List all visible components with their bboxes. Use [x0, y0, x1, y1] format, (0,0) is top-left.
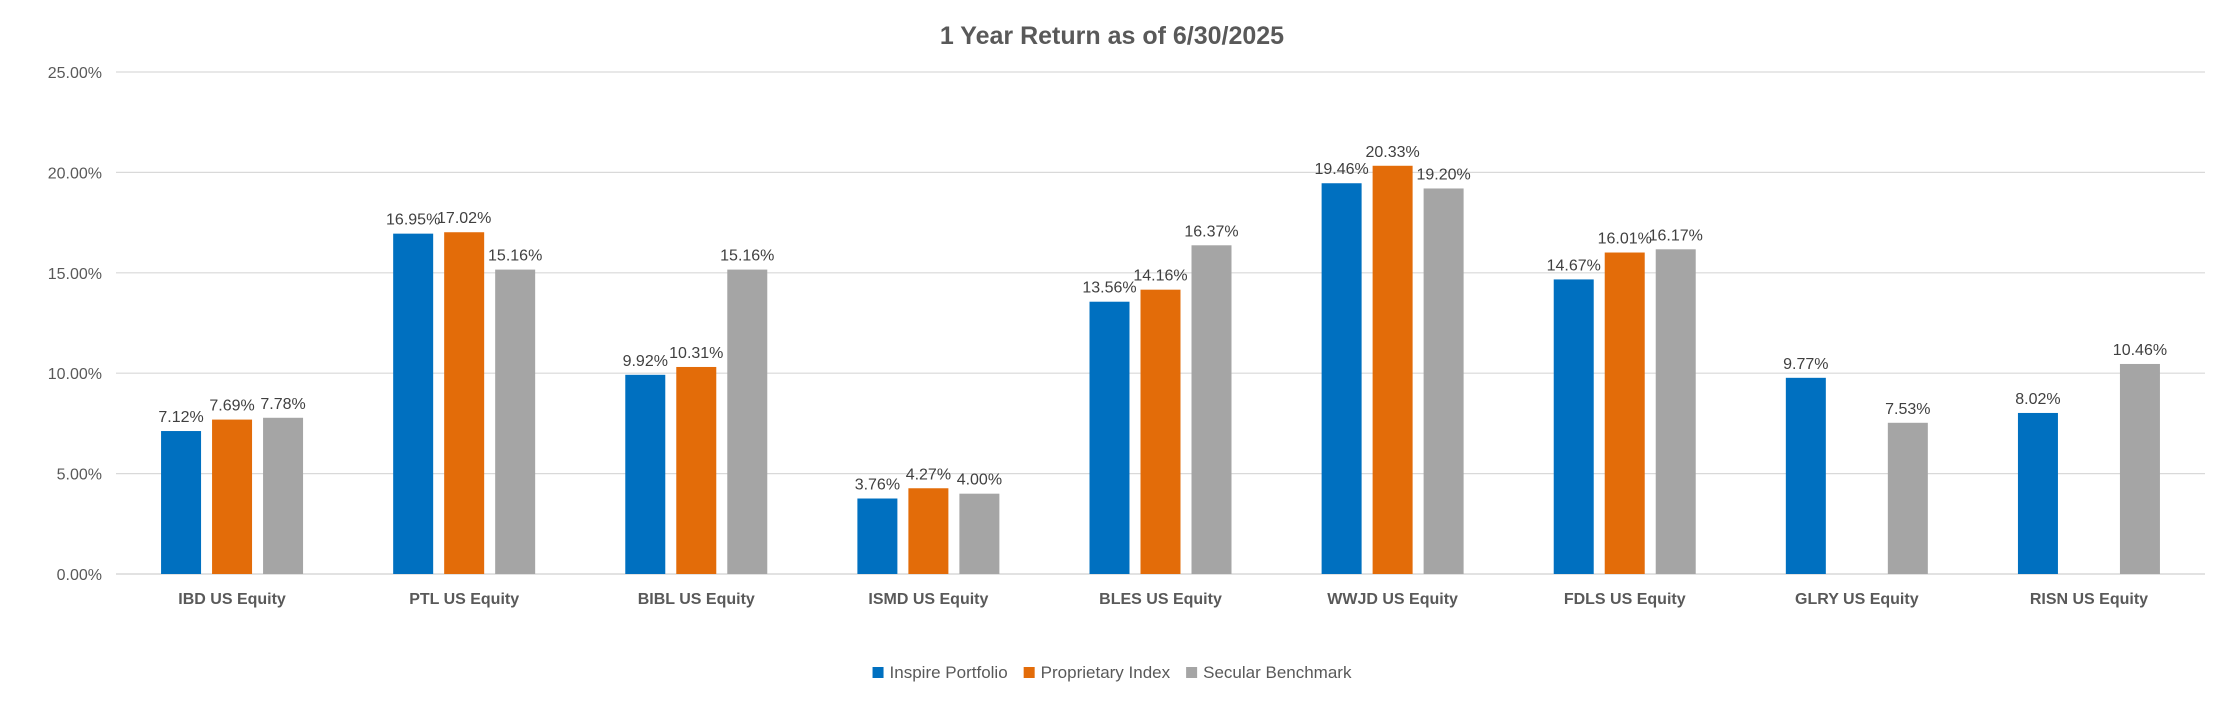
data-label: 7.78%	[260, 396, 305, 413]
bar	[1604, 252, 1645, 574]
x-category-label: PTL US Equity	[409, 591, 519, 608]
y-tick-label: 0.00%	[57, 567, 102, 584]
x-category-label: ISMD US Equity	[868, 591, 988, 608]
y-tick-label: 20.00%	[48, 165, 102, 182]
legend-swatch	[872, 667, 884, 678]
data-label: 19.46%	[1314, 161, 1368, 178]
bar	[495, 269, 536, 574]
data-label: 14.67%	[1547, 257, 1601, 274]
data-label: 20.33%	[1365, 144, 1419, 161]
bar	[676, 366, 717, 574]
bar	[1321, 183, 1362, 574]
data-label: 15.16%	[488, 248, 542, 265]
bar	[1785, 377, 1826, 574]
x-category-label: BIBL US Equity	[638, 591, 755, 608]
bar	[1887, 422, 1928, 574]
x-axis-categories: IBD US Equity PTL US Equity BIBL US Equity…	[178, 591, 2148, 608]
x-category-label: IBD US Equity	[178, 591, 286, 608]
bar	[2119, 363, 2160, 574]
legend-label: Proprietary Index	[1041, 663, 1171, 682]
data-label: 9.77%	[1783, 356, 1828, 373]
x-category-label: FDLS US Equity	[1564, 591, 1686, 608]
legend-item: Secular Benchmark	[1186, 663, 1352, 682]
bar	[1191, 245, 1232, 574]
data-label: 7.12%	[158, 409, 203, 426]
bar	[1655, 249, 1696, 574]
bar	[2017, 412, 2058, 574]
y-axis-ticks: 0.00% 5.00% 10.00% 15.00% 20.00% 25.00%	[48, 65, 102, 584]
data-label: 8.02%	[2015, 391, 2060, 408]
bar	[1423, 188, 1464, 575]
bar	[857, 498, 898, 574]
legend-swatch	[1186, 667, 1198, 678]
x-category-label: RISN US Equity	[2030, 591, 2148, 608]
legend-label: Secular Benchmark	[1203, 663, 1352, 682]
data-label: 7.69%	[209, 398, 254, 415]
bar	[1089, 301, 1130, 574]
data-label: 16.37%	[1184, 223, 1238, 240]
data-label: 17.02%	[437, 210, 491, 227]
legend-label: Inspire Portfolio	[890, 663, 1008, 682]
data-label: 15.16%	[720, 248, 774, 265]
data-label: 16.95%	[386, 212, 440, 229]
bar	[212, 419, 253, 574]
x-category-label: BLES US Equity	[1099, 591, 1222, 608]
bar	[959, 493, 1000, 574]
data-label: 7.53%	[1885, 401, 1930, 418]
bar	[1140, 289, 1181, 574]
data-label: 13.56%	[1082, 280, 1136, 297]
data-label: 9.92%	[623, 353, 668, 370]
x-category-label: WWJD US Equity	[1327, 591, 1458, 608]
data-label: 16.17%	[1649, 227, 1703, 244]
legend-swatch	[1023, 667, 1035, 678]
chart-title: 1 Year Return as of 6/30/2025	[940, 22, 1284, 50]
legend-item: Inspire Portfolio	[872, 663, 1008, 682]
data-label: 16.01%	[1598, 231, 1652, 248]
data-label: 3.76%	[855, 476, 900, 493]
bar	[1372, 165, 1413, 574]
x-category-label: GLRY US Equity	[1795, 591, 1919, 608]
bar	[625, 374, 666, 574]
data-label: 10.46%	[2113, 342, 2167, 359]
bar	[161, 431, 202, 574]
y-tick-label: 5.00%	[57, 467, 102, 484]
data-label: 4.27%	[906, 466, 951, 483]
y-tick-label: 25.00%	[48, 65, 102, 82]
legend-item: Proprietary Index	[1023, 663, 1171, 682]
legend: Inspire Portfolio Proprietary Index Secula…	[872, 663, 1352, 682]
bar	[263, 417, 304, 574]
y-tick-label: 10.00%	[48, 366, 102, 383]
data-label: 10.31%	[669, 345, 723, 362]
data-labels: 7.12%7.69% 7.78%16.95%17.02%15.16%9.92% 10…	[158, 144, 2167, 494]
bars	[161, 165, 2160, 575]
bar	[908, 488, 949, 574]
y-tick-label: 15.00%	[48, 266, 102, 283]
bar	[393, 233, 434, 575]
bar	[444, 232, 485, 574]
bar	[1553, 279, 1594, 574]
data-label: 4.00%	[957, 472, 1002, 489]
data-label: 19.20%	[1416, 166, 1470, 183]
data-label: 14.16%	[1133, 268, 1187, 285]
bar	[727, 269, 768, 574]
